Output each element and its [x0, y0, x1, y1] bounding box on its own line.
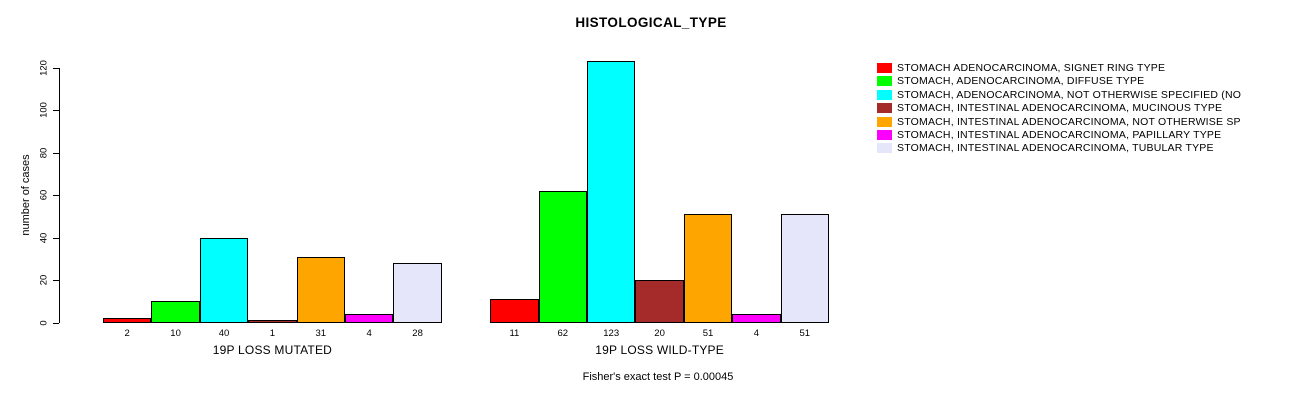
legend-label: STOMACH, INTESTINAL ADENOCARCINOMA, PAPI…	[897, 128, 1222, 141]
bar	[199, 237, 249, 323]
legend-color-swatch	[877, 89, 892, 100]
y-axis-tick-label: 0	[38, 319, 50, 326]
bar-value-label: 123	[603, 328, 620, 339]
group-label: 19P LOSS WILD-TYPE	[595, 343, 724, 357]
y-axis-tick	[53, 67, 59, 69]
legend-label: STOMACH, INTESTINAL ADENOCARCINOMA, MUCI…	[897, 102, 1223, 115]
legend-label: STOMACH ADENOCARCINOMA, SIGNET RING TYPE	[897, 62, 1166, 74]
y-axis-tick-label: 80	[38, 147, 50, 158]
legend-color-swatch	[877, 129, 892, 140]
legend-label: STOMACH, ADENOCARCINOMA, NOT OTHERWISE S…	[897, 88, 1242, 101]
legend-color-swatch	[877, 143, 892, 154]
chart-title: HISTOLOGICAL_TYPE	[575, 15, 727, 30]
bar-value-label: 40	[218, 328, 230, 339]
bar-value-label: 4	[366, 328, 372, 339]
bar	[345, 314, 394, 323]
y-axis-tick	[53, 195, 59, 196]
bar-value-label: 10	[170, 328, 181, 339]
legend-item: STOMACH, INTESTINAL ADENOCARCINOMA, TUBU…	[877, 142, 1241, 155]
y-axis-tick	[53, 237, 59, 239]
bar	[683, 214, 733, 323]
legend-item: STOMACH, ADENOCARCINOMA, NOT OTHERWISE S…	[877, 88, 1242, 101]
bar-value-label: 2	[124, 328, 130, 339]
group-label: 19P LOSS MUTATED	[212, 343, 333, 357]
bar	[248, 320, 297, 323]
legend-label: STOMACH, INTESTINAL ADENOCARCINOMA, TUBU…	[897, 142, 1214, 155]
legend-color-swatch	[877, 76, 892, 87]
y-axis-tick-label: 120	[38, 59, 50, 76]
bar	[296, 256, 345, 323]
y-axis-tick-label: 100	[38, 102, 50, 118]
legend-color-swatch	[877, 116, 892, 127]
legend-item: STOMACH, ADENOCARCINOMA, DIFFUSE TYPE	[877, 75, 1241, 88]
legend-color-swatch	[877, 103, 892, 114]
bar	[490, 299, 539, 323]
y-axis-tick	[53, 280, 59, 281]
legend-item: STOMACH ADENOCARCINOMA, SIGNET RING TYPE	[877, 62, 1241, 74]
bar	[587, 61, 636, 323]
bar	[780, 214, 829, 323]
bar	[393, 263, 442, 323]
legend-item: STOMACH, INTESTINAL ADENOCARCINOMA, PAPI…	[877, 128, 1241, 141]
bar	[732, 314, 781, 323]
y-axis-title: number of cases	[20, 154, 32, 236]
legend-label: STOMACH, ADENOCARCINOMA, DIFFUSE TYPE	[897, 75, 1145, 88]
bar	[103, 318, 152, 323]
bar	[151, 301, 200, 323]
y-axis-tick	[53, 152, 59, 154]
bar	[538, 190, 587, 323]
y-axis-line	[59, 67, 60, 323]
y-axis-tick-label: 40	[38, 232, 50, 243]
bar-value-label: 31	[315, 328, 327, 339]
bar-value-label: 11	[509, 328, 520, 339]
legend-item: STOMACH, INTESTINAL ADENOCARCINOMA, NOT …	[877, 115, 1241, 128]
legend-color-swatch	[877, 63, 892, 73]
y-axis-tick-label: 60	[38, 189, 50, 201]
y-axis-tick-label: 20	[38, 274, 50, 286]
bar	[635, 280, 684, 323]
bar-value-label: 4	[753, 328, 760, 339]
fisher-test-annotation: Fisher's exact test P = 0.00045	[582, 371, 734, 383]
legend-item: STOMACH, INTESTINAL ADENOCARCINOMA, MUCI…	[877, 102, 1241, 115]
bar-value-label: 20	[654, 328, 665, 339]
bar-value-label: 1	[269, 328, 276, 339]
bar-value-label: 51	[799, 328, 811, 339]
y-axis-tick	[53, 110, 59, 111]
bar-value-label: 62	[557, 328, 569, 339]
bar-value-label: 28	[412, 328, 423, 339]
legend: STOMACH ADENOCARCINOMA, SIGNET RING TYPE…	[877, 62, 1242, 157]
bar-value-label: 51	[702, 328, 714, 339]
y-axis-tick	[53, 322, 59, 324]
legend-label: STOMACH, INTESTINAL ADENOCARCINOMA, NOT …	[897, 115, 1241, 128]
